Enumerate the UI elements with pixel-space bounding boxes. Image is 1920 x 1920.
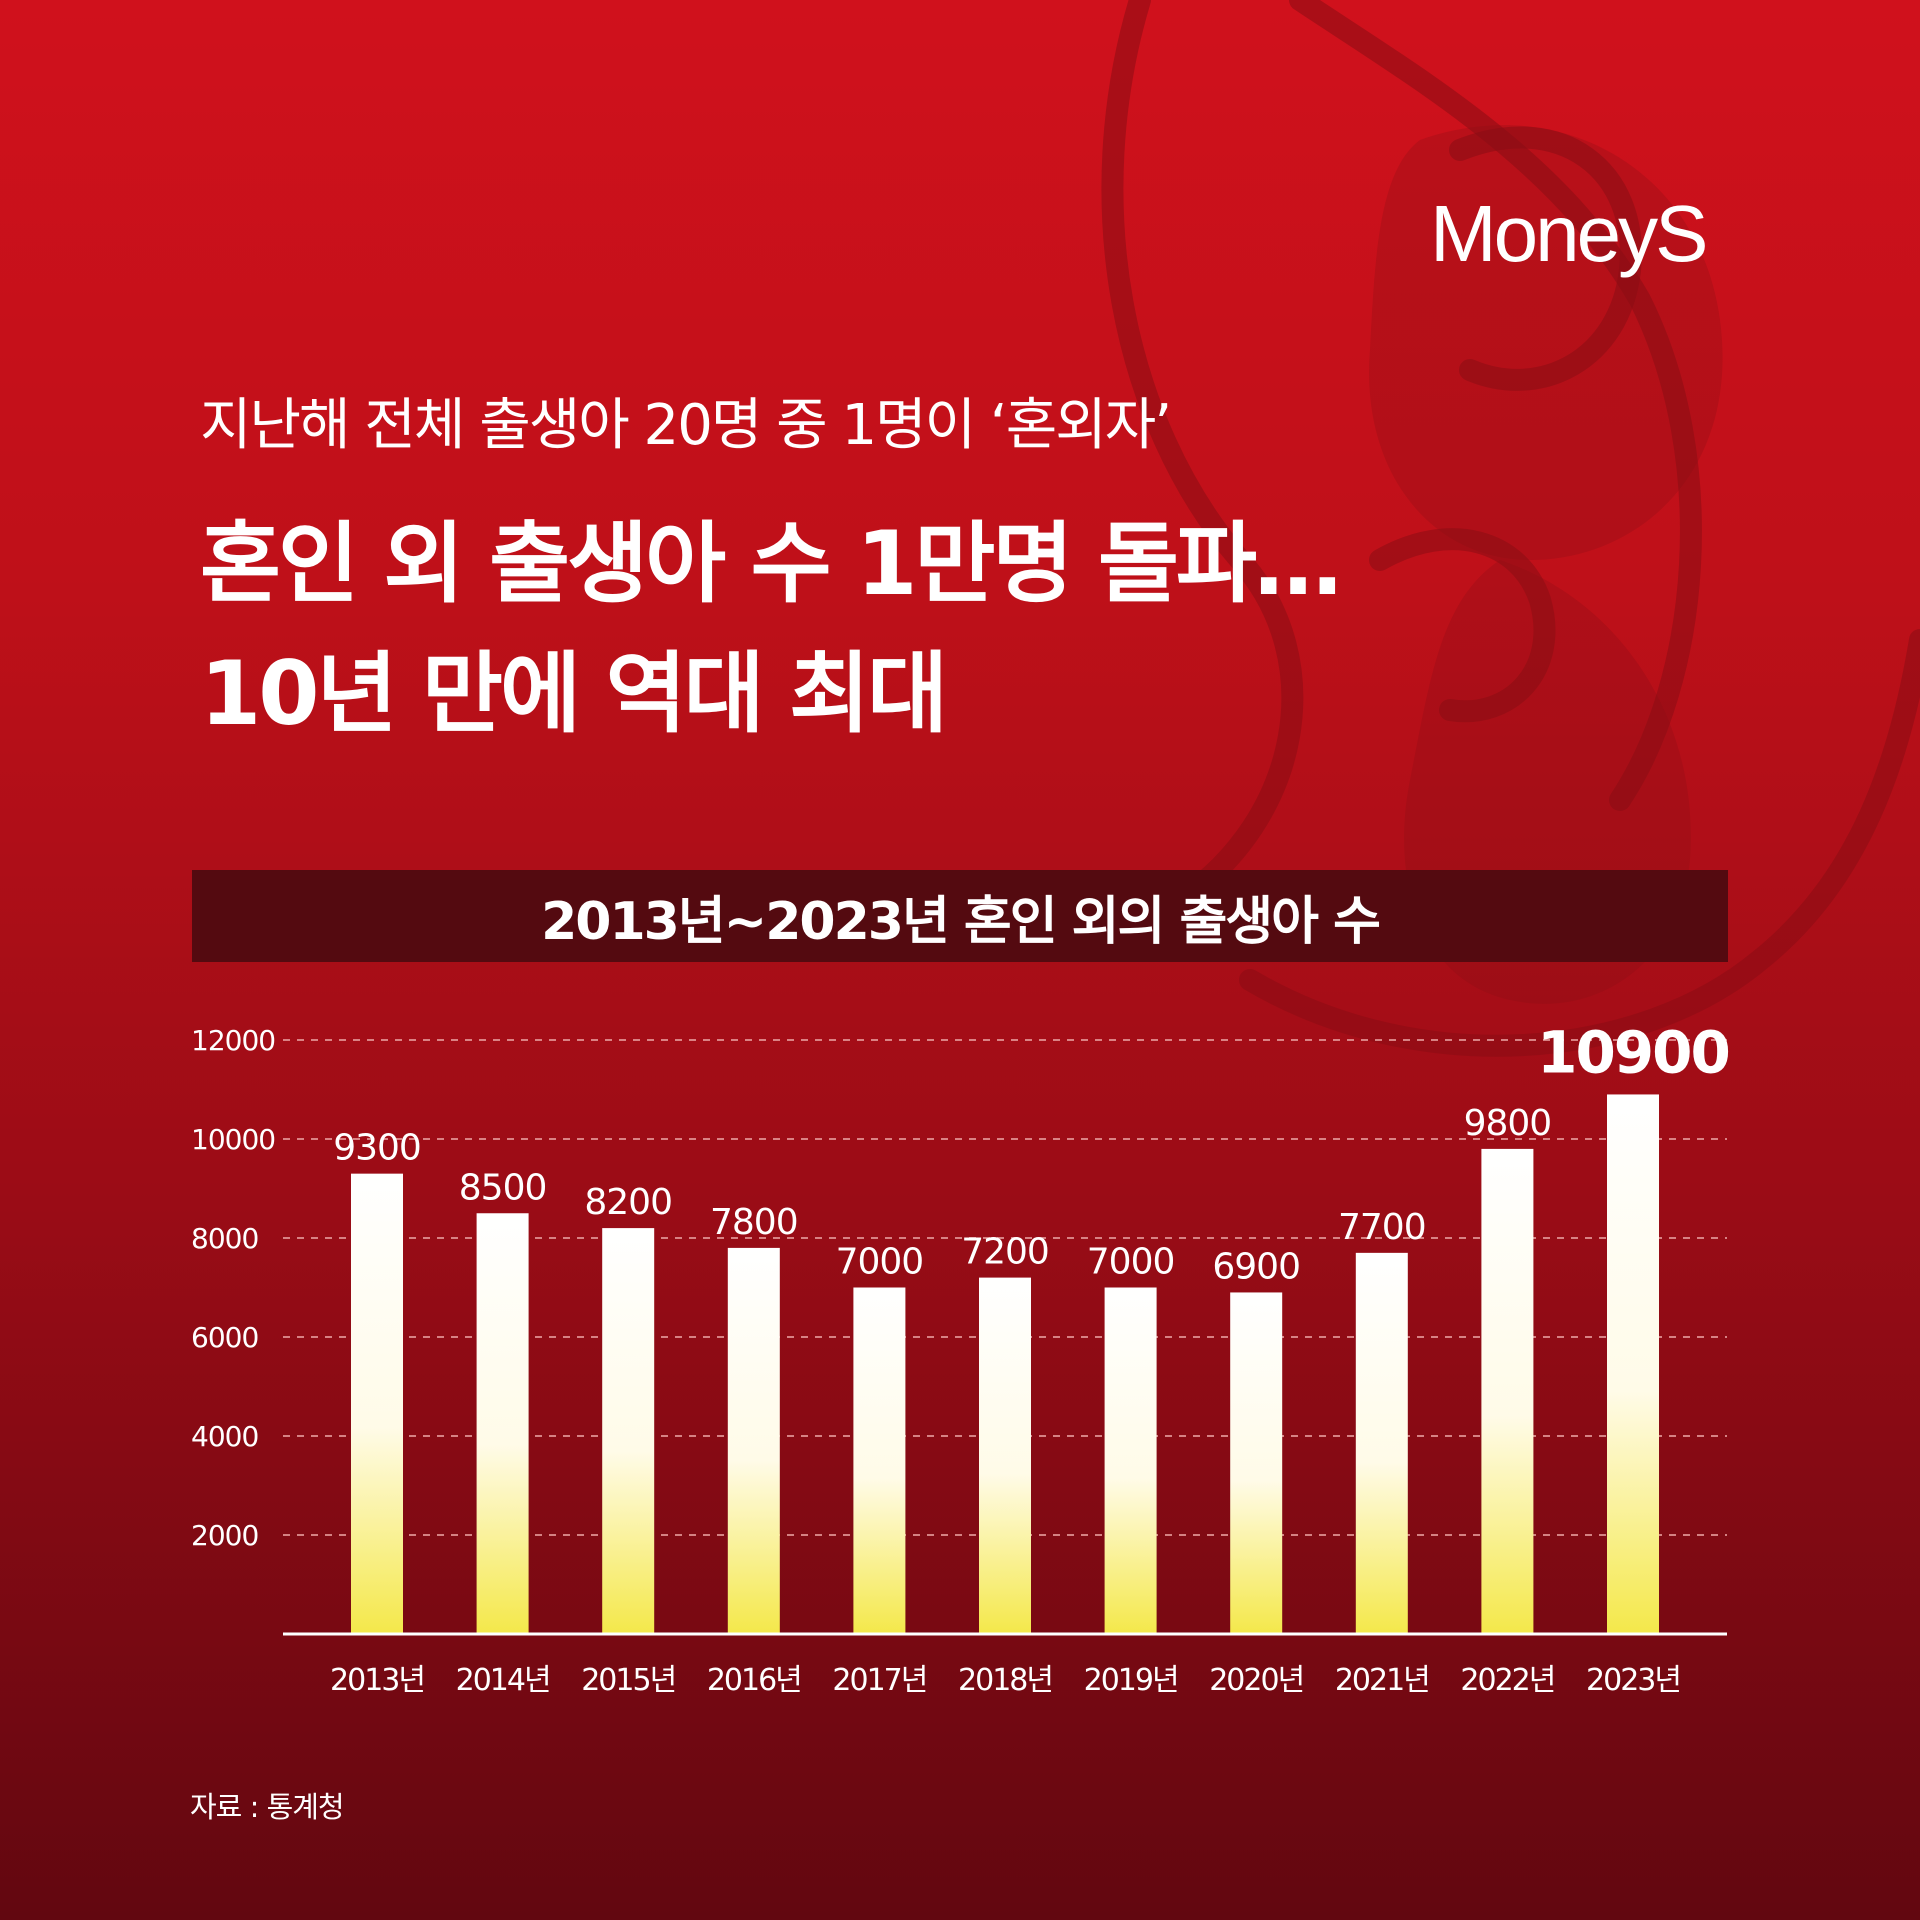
x-tick-label: 2014년 (456, 1663, 550, 1698)
bar-2021년 (1355, 1252, 1408, 1634)
x-tick-label: 2019년 (1084, 1663, 1178, 1698)
subheadline: 지난해 전체 출생아 20명 중 1명이 ‘혼외자’ (200, 393, 1172, 458)
y-tick-label: 4000 (191, 1420, 258, 1453)
data-label: 7000 (836, 1242, 924, 1283)
data-label: 7800 (710, 1202, 798, 1243)
bar-2015년 (602, 1228, 655, 1634)
data-label: 7200 (961, 1232, 1049, 1273)
data-label: 6900 (1212, 1246, 1300, 1287)
x-tick-label: 2015년 (581, 1663, 675, 1698)
x-tick-label: 2020년 (1209, 1663, 1303, 1698)
data-labels: 9300 8500 8200 7800 7000 7200 7000 6900 7700 9800… (333, 1018, 1731, 1287)
data-label: 9800 (1464, 1103, 1552, 1144)
headline-line-2: 10년 만에 역대 최대 (200, 642, 948, 745)
y-tick-label: 2000 (191, 1519, 258, 1552)
x-axis-ticks: 2013년 2014년 2015년 2016년 2017년 2018년 2019년 2020년… (330, 1663, 1682, 1698)
x-tick-label: 2023년 (1586, 1663, 1680, 1698)
source-note: 자료 : 통계청 (190, 1790, 345, 1824)
x-tick-label: 2013년 (330, 1663, 424, 1698)
y-tick-label: 10000 (191, 1123, 275, 1156)
x-tick-label: 2016년 (707, 1663, 801, 1698)
bar-2013년 (351, 1173, 403, 1634)
data-label: 7700 (1338, 1207, 1426, 1248)
bar-2018년 (979, 1277, 1031, 1634)
bar-2016년 (727, 1247, 780, 1634)
data-label: 9300 (333, 1128, 421, 1169)
y-tick-label: 8000 (191, 1222, 258, 1255)
y-tick-label: 12000 (191, 1024, 275, 1057)
y-tick-label: 6000 (191, 1321, 258, 1354)
data-label: 8200 (584, 1182, 672, 1223)
bar-2017년 (853, 1287, 906, 1634)
y-axis-ticks: 2000 4000 6000 8000 10000 12000 (191, 1024, 276, 1552)
bar-2023년 (1607, 1094, 1659, 1634)
x-tick-label: 2022년 (1460, 1663, 1554, 1698)
chart-title: 2013년~2023년 혼인 외의 출생아 수 (192, 870, 1728, 962)
data-label: 8500 (459, 1167, 547, 1208)
brand-logo: MoneyS (1430, 189, 1708, 278)
bar-2022년 (1481, 1148, 1534, 1634)
bar-2020년 (1230, 1292, 1283, 1634)
bar-2014년 (476, 1213, 529, 1634)
data-label: 10900 (1537, 1018, 1729, 1086)
bar-2019년 (1104, 1287, 1157, 1634)
bars (351, 1094, 1659, 1634)
x-tick-label: 2018년 (958, 1663, 1052, 1698)
headline-line-1: 혼인 외 출생아 수 1만명 돌파… (200, 512, 1342, 615)
x-tick-label: 2021년 (1335, 1663, 1429, 1698)
data-label: 7000 (1087, 1242, 1175, 1283)
x-tick-label: 2017년 (832, 1663, 926, 1698)
